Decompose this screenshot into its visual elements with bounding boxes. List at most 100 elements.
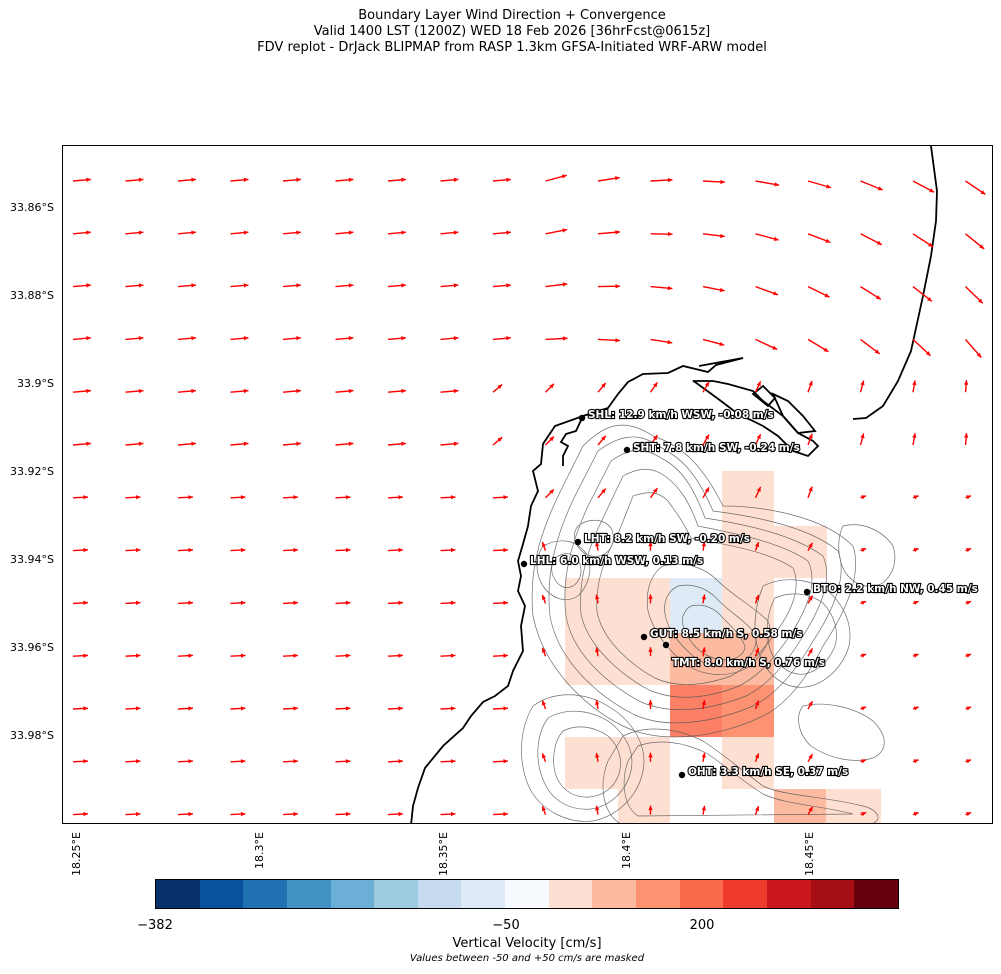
- wind-arrow-head: [966, 759, 972, 764]
- wind-arrow-head: [928, 242, 934, 247]
- wind-arrow-head: [293, 495, 298, 500]
- wind-arrow-head: [861, 600, 867, 605]
- wind-arrow-head: [296, 336, 301, 341]
- title-line-2: Valid 1400 LST (1200Z) WED 18 Feb 2026 […: [313, 24, 711, 39]
- wind-arrow-head: [401, 336, 406, 341]
- wind-arrow-head: [648, 647, 653, 652]
- wind-arrow-head: [345, 811, 351, 817]
- wind-arrow-head: [701, 647, 706, 653]
- wind-arrow-head: [541, 542, 547, 548]
- wind-arrow-head: [503, 547, 508, 553]
- wind-arrow-head: [191, 388, 196, 394]
- wind-arrow-head: [772, 345, 778, 350]
- wind-arrow-head: [875, 295, 881, 300]
- wind-arrow-head: [497, 437, 503, 442]
- wind-arrow-head: [453, 177, 459, 182]
- wind-arrow-head: [861, 706, 867, 711]
- lat-label-6: 33.96°S: [10, 641, 54, 654]
- wind-arrow-head: [754, 753, 760, 759]
- wind-arrow-head: [348, 230, 354, 235]
- wind-arrow-head: [549, 489, 554, 495]
- wind-arrow-head: [398, 811, 403, 817]
- colorbar-swatch: [330, 880, 375, 908]
- wind-arrow-head: [541, 647, 547, 653]
- colorbar-swatch: [636, 880, 680, 908]
- wind-arrow-head: [978, 298, 983, 304]
- station-lhl[interactable]: LHL: 6.0 km/h WSW, 0.13 m/s: [520, 554, 704, 568]
- wind-arrow-head: [243, 283, 249, 288]
- wind-arrow-head: [913, 548, 919, 553]
- wind-arrow-head: [240, 495, 246, 500]
- colorbar-swatch: [461, 880, 506, 908]
- wind-arrow-head: [191, 230, 196, 235]
- wind-arrow-head: [398, 600, 403, 606]
- wind-arrow-head: [913, 812, 919, 817]
- wind-arrow-head: [595, 752, 600, 758]
- wind-arrow-head: [240, 600, 246, 606]
- wind-arrow-head: [966, 812, 972, 817]
- wind-arrow-head: [503, 811, 508, 817]
- wind-arrow-head: [861, 812, 867, 817]
- wind-arrow-head: [348, 177, 354, 182]
- wind-arrow-head: [808, 595, 813, 601]
- wind-arrow-head: [615, 284, 620, 289]
- wind-arrow-head: [808, 486, 813, 492]
- wind-arrow-head: [562, 336, 568, 341]
- wind-arrow-head: [86, 336, 91, 341]
- lat-label-7: 33.98°S: [10, 729, 54, 742]
- wind-arrow-head: [453, 230, 459, 235]
- wind-arrow-head: [345, 495, 351, 500]
- wind-arrow-head: [188, 706, 193, 711]
- station-label-gut: GUT: 8.5 km/h S, 0.58 m/s: [650, 628, 803, 640]
- map-title: Boundary Layer Wind Direction + Converge…: [0, 8, 1001, 56]
- wind-arrow-head: [135, 653, 141, 658]
- wind-arrow-head: [345, 759, 351, 764]
- lon-label-2: 18.3°E: [253, 832, 266, 869]
- wind-arrow-head: [83, 653, 88, 658]
- wind-arrow-head: [243, 336, 249, 341]
- station-gut[interactable]: GUT: 8.5 km/h S, 0.58 m/s: [640, 627, 804, 641]
- station-shl[interactable]: SHL: 12.9 km/h WSW, -0.08 m/s: [578, 408, 775, 422]
- conv-cell: [722, 685, 774, 737]
- station-tmt[interactable]: TMT: 8.0 km/h S, 0.76 m/s: [662, 641, 826, 670]
- station-sht[interactable]: SHT: 7.8 km/h SW, -0.24 m/s: [623, 441, 801, 455]
- wind-arrow-head: [754, 806, 760, 812]
- wind-arrow-head: [191, 177, 196, 182]
- wind-arrow-head: [808, 542, 813, 548]
- station-bto[interactable]: BTO: 2.2 km/h NW, 0.45 m/s: [803, 582, 979, 596]
- conv-cell: [670, 685, 722, 737]
- wind-arrow-head: [240, 759, 246, 764]
- map-frame[interactable]: SHL: 12.9 km/h WSW, -0.08 m/s SHT: 7.8 k…: [62, 145, 993, 824]
- wind-arrow-head: [188, 759, 193, 764]
- conv-cell: [722, 471, 774, 526]
- wind-arrow-head: [450, 495, 456, 500]
- wind-arrow-head: [506, 230, 511, 235]
- station-lht[interactable]: LHT: 8.2 km/h SW, -0.20 m/s: [574, 532, 751, 546]
- wind-arrow-head: [701, 805, 706, 811]
- wind-arrow-head: [293, 653, 298, 658]
- wind-arrow-head: [296, 283, 301, 288]
- wind-arrow-head: [398, 759, 403, 764]
- colorbar-swatch: [592, 880, 637, 908]
- colorbar-swatch: [810, 880, 855, 908]
- wind-arrow-head: [861, 653, 867, 658]
- wind-arrow-head: [296, 388, 301, 394]
- wind-arrow-head: [648, 752, 653, 758]
- wind-arrow-head: [966, 653, 972, 658]
- wind-arrow-head: [754, 594, 760, 600]
- wind-arrow-head: [138, 336, 144, 341]
- wind-arrow-head: [912, 433, 917, 438]
- wind-arrow-head: [401, 230, 406, 235]
- wind-arrow-head: [135, 759, 141, 764]
- wind-arrow-head: [825, 238, 831, 243]
- wind-arrow-head: [773, 291, 779, 296]
- station-oht[interactable]: OHT: 3.3 km/h SE, 0.37 m/s: [678, 765, 849, 779]
- wind-arrow-head: [667, 177, 673, 183]
- map-canvas: SHL: 12.9 km/h WSW, -0.08 m/s SHT: 7.8 k…: [72, 146, 986, 823]
- wind-arrow-head: [966, 548, 972, 553]
- wind-arrow-head: [135, 600, 141, 606]
- wind-arrow-head: [83, 811, 88, 817]
- colorbar-label: Vertical Velocity [cm/s]: [452, 936, 602, 951]
- wind-arrow-head: [293, 811, 298, 817]
- station-dot: [803, 588, 811, 596]
